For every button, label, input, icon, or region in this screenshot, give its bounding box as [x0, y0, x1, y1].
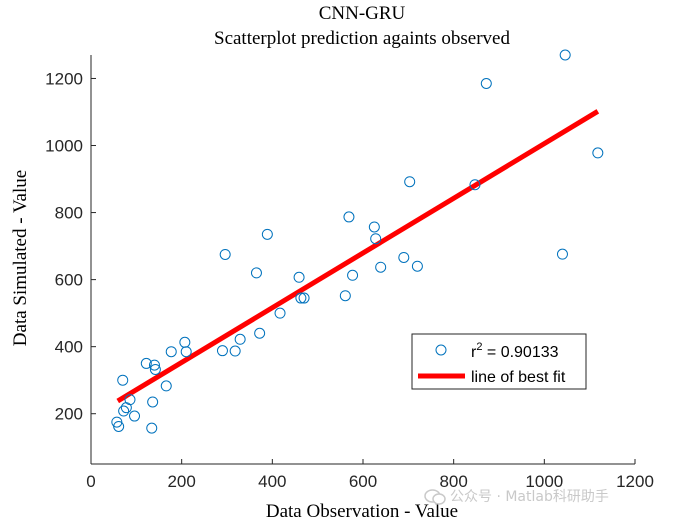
legend: r2 = 0.90133 line of best fit [411, 333, 587, 390]
data-point [370, 233, 382, 245]
data-point [234, 333, 246, 345]
data-point [124, 394, 136, 406]
data-point [149, 363, 161, 375]
legend-box [411, 333, 587, 390]
data-point [147, 396, 159, 408]
data-point [165, 346, 177, 358]
data-point [368, 221, 380, 233]
data-point [298, 292, 310, 304]
data-point [375, 261, 387, 273]
data-point [343, 211, 355, 223]
data-point [148, 359, 160, 371]
data-point [219, 248, 231, 260]
data-point [254, 327, 266, 339]
points-layer [111, 49, 604, 434]
x-tick-label: 0 [86, 472, 95, 491]
data-point [295, 292, 307, 304]
data-point [180, 346, 192, 358]
data-point [293, 271, 305, 283]
data-point [179, 336, 191, 348]
data-point [404, 176, 416, 188]
y-tick-label: 400 [55, 338, 83, 357]
wechat-icon [424, 489, 446, 505]
x-ticks: 0 200 400 600 800 1000 1200 [86, 459, 654, 491]
x-tick-label: 400 [258, 472, 286, 491]
data-point [339, 290, 351, 302]
data-point [556, 248, 568, 260]
legend-label-line: line of best fit [471, 369, 566, 386]
x-tick-label: 800 [439, 472, 467, 491]
data-point [129, 410, 141, 422]
data-point [229, 345, 241, 357]
data-point [559, 49, 571, 61]
data-point [411, 260, 423, 272]
data-point [261, 228, 273, 240]
x-tick-label: 200 [167, 472, 195, 491]
y-ticks: 200 400 600 800 1000 1200 [45, 69, 96, 424]
data-point [160, 380, 172, 392]
y-axis-label: Data Simulated - Value [10, 170, 31, 346]
y-tick-label: 1200 [45, 69, 83, 88]
data-point [216, 345, 228, 357]
y-tick-label: 1000 [45, 137, 83, 156]
chart-title: CNN-GRU [319, 3, 406, 24]
data-point [250, 267, 262, 279]
legend-marker-points [435, 344, 447, 356]
data-point [469, 179, 481, 191]
x-tick-label: 600 [349, 472, 377, 491]
data-point [113, 420, 125, 432]
data-point [146, 422, 158, 434]
axes [90, 55, 635, 465]
data-point [274, 307, 286, 319]
data-point [118, 405, 130, 417]
y-tick-label: 800 [55, 204, 83, 223]
y-tick-label: 200 [55, 405, 83, 424]
fit-line-layer [116, 109, 600, 404]
data-point [117, 374, 129, 386]
x-tick-label: 1000 [525, 472, 563, 491]
best-fit-line [116, 109, 600, 404]
data-point [592, 147, 604, 159]
watermark-text: 公众号 · Matlab科研助手 [450, 489, 609, 505]
data-point [398, 251, 410, 263]
data-point [347, 269, 359, 281]
legend-label-points: r2 = 0.90133 [471, 341, 559, 361]
chart-subtitle: Scatterplot prediction againts observed [214, 28, 510, 49]
data-point [140, 357, 152, 369]
watermark: 公众号 · Matlab科研助手 [424, 486, 686, 508]
data-point [480, 77, 492, 89]
x-axis-label: Data Observation - Value [266, 501, 458, 522]
y-tick-label: 600 [55, 271, 83, 290]
x-tick-label: 1200 [616, 472, 654, 491]
